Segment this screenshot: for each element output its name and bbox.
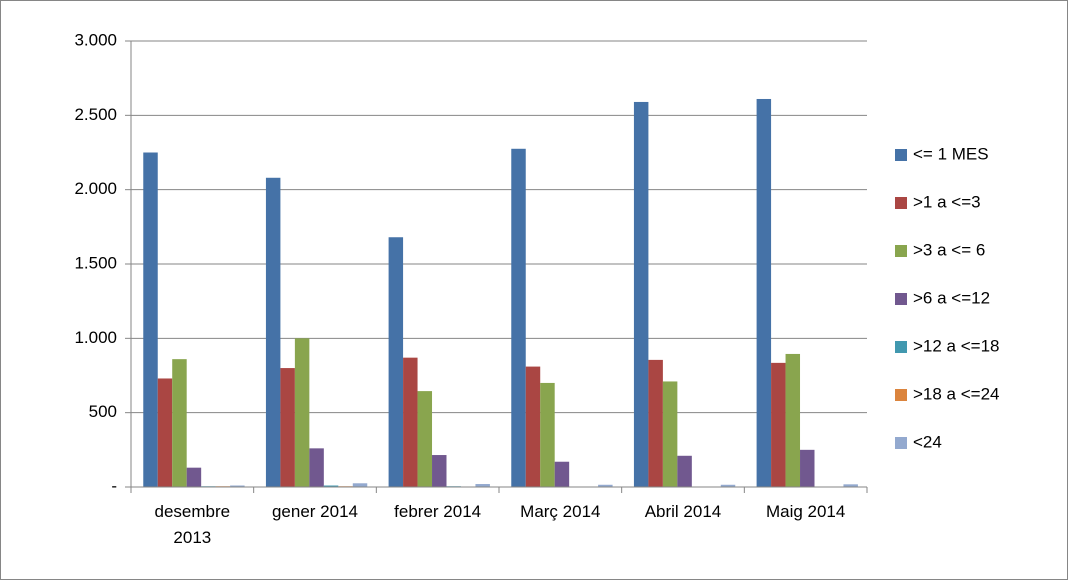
legend-label: >3 a <= 6 [913, 240, 985, 259]
bar [785, 353, 801, 487]
bar [648, 359, 663, 487]
x-tick-label: febrer 2014 [394, 502, 482, 521]
bar [309, 448, 324, 487]
legend-label: >12 a <=18 [913, 336, 1000, 355]
bar [720, 484, 736, 487]
bar [186, 467, 202, 487]
bar [352, 483, 368, 487]
bar [323, 485, 339, 487]
bar [540, 382, 555, 487]
legend-label: <24 [913, 432, 942, 451]
bar [230, 485, 245, 487]
bar [388, 237, 404, 487]
y-tick-label: 3.000 [74, 30, 117, 49]
bar [633, 101, 649, 487]
bar [432, 455, 447, 487]
bar [280, 368, 295, 487]
legend-swatch [895, 149, 907, 161]
bar [294, 338, 310, 487]
x-tick-label: Maig 2014 [765, 502, 846, 521]
bar [800, 449, 815, 487]
bar [143, 152, 158, 487]
y-tick-label: 2.000 [74, 179, 117, 198]
bar [677, 455, 692, 487]
x-tick-label: gener 2014 [271, 502, 358, 521]
bar [756, 98, 772, 487]
legend-swatch [895, 245, 907, 257]
legend-swatch [895, 293, 907, 305]
legend-swatch [895, 197, 907, 209]
legend-label: >6 a <=12 [913, 288, 990, 307]
y-tick-label: - [111, 476, 117, 495]
legend-label: >18 a <=24 [913, 384, 1000, 403]
y-tick-label: 1.500 [74, 253, 117, 272]
legend-swatch [895, 341, 907, 353]
legend-label: >1 a <=3 [913, 192, 981, 211]
bar [417, 391, 433, 487]
y-tick-label: 2.500 [74, 105, 117, 124]
bar [598, 484, 613, 487]
bar [172, 359, 187, 487]
bar [525, 366, 541, 487]
legend-label: <= 1 MES [913, 144, 989, 163]
bar [403, 357, 418, 487]
bar [771, 362, 786, 487]
bar [662, 381, 678, 487]
x-tick-label: Abril 2014 [644, 502, 722, 521]
bar [843, 484, 858, 487]
bar [475, 484, 490, 487]
x-tick-label: Març 2014 [520, 502, 601, 521]
y-tick-label: 500 [89, 402, 117, 421]
bar [157, 378, 173, 487]
x-tick-label: desembre 2013 [154, 502, 231, 547]
legend-swatch [895, 389, 907, 401]
y-tick-label: 1.000 [74, 328, 117, 347]
legend-swatch [895, 437, 907, 449]
bar [265, 177, 281, 488]
bar [511, 148, 526, 488]
bar [554, 461, 570, 487]
